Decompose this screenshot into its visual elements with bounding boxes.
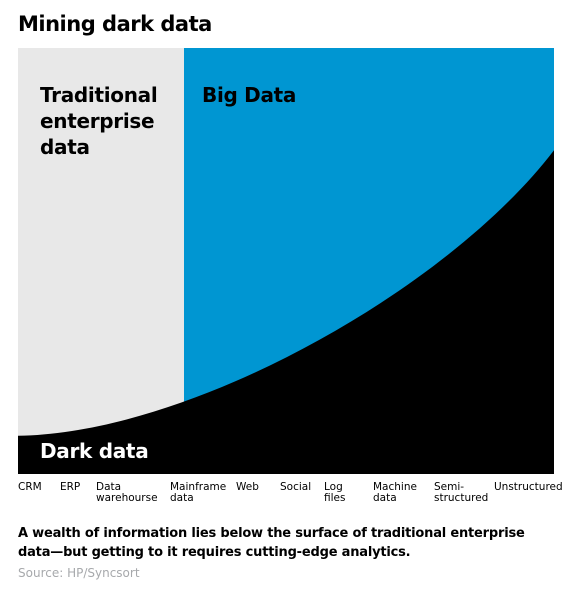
chart-area: Traditional enterprise data Big Data Dark da…	[18, 48, 554, 474]
x-label-7: Machine data	[373, 481, 417, 504]
chart-source: Source: HP/Syncsort	[18, 566, 140, 580]
chart-caption: A wealth of information lies below the s…	[18, 526, 525, 560]
chart-svg: Traditional enterprise data Big Data Dark da…	[18, 48, 554, 474]
x-label-8: Semi- structured	[434, 481, 489, 504]
x-label-0: CRM	[18, 481, 42, 493]
x-label-9: Unstructured	[494, 481, 563, 493]
x-axis-labels: CRM ERP Data warehourse Mainframe data Web So…	[18, 481, 563, 510]
chart-title: Mining dark data	[18, 12, 212, 36]
region-dark-data	[18, 150, 554, 474]
x-label-6: Log files	[324, 481, 346, 504]
x-label-3: Mainframe data	[170, 481, 227, 504]
label-traditional-enterprise-data: Traditional enterprise data	[40, 83, 157, 159]
label-big-data: Big Data	[202, 83, 296, 107]
x-label-1: ERP	[60, 481, 81, 493]
x-label-5: Social	[280, 481, 312, 493]
label-dark-data: Dark data	[40, 439, 148, 463]
x-label-2: Data warehourse	[96, 481, 158, 504]
region-traditional	[18, 48, 184, 474]
x-label-4: Web	[236, 481, 259, 493]
